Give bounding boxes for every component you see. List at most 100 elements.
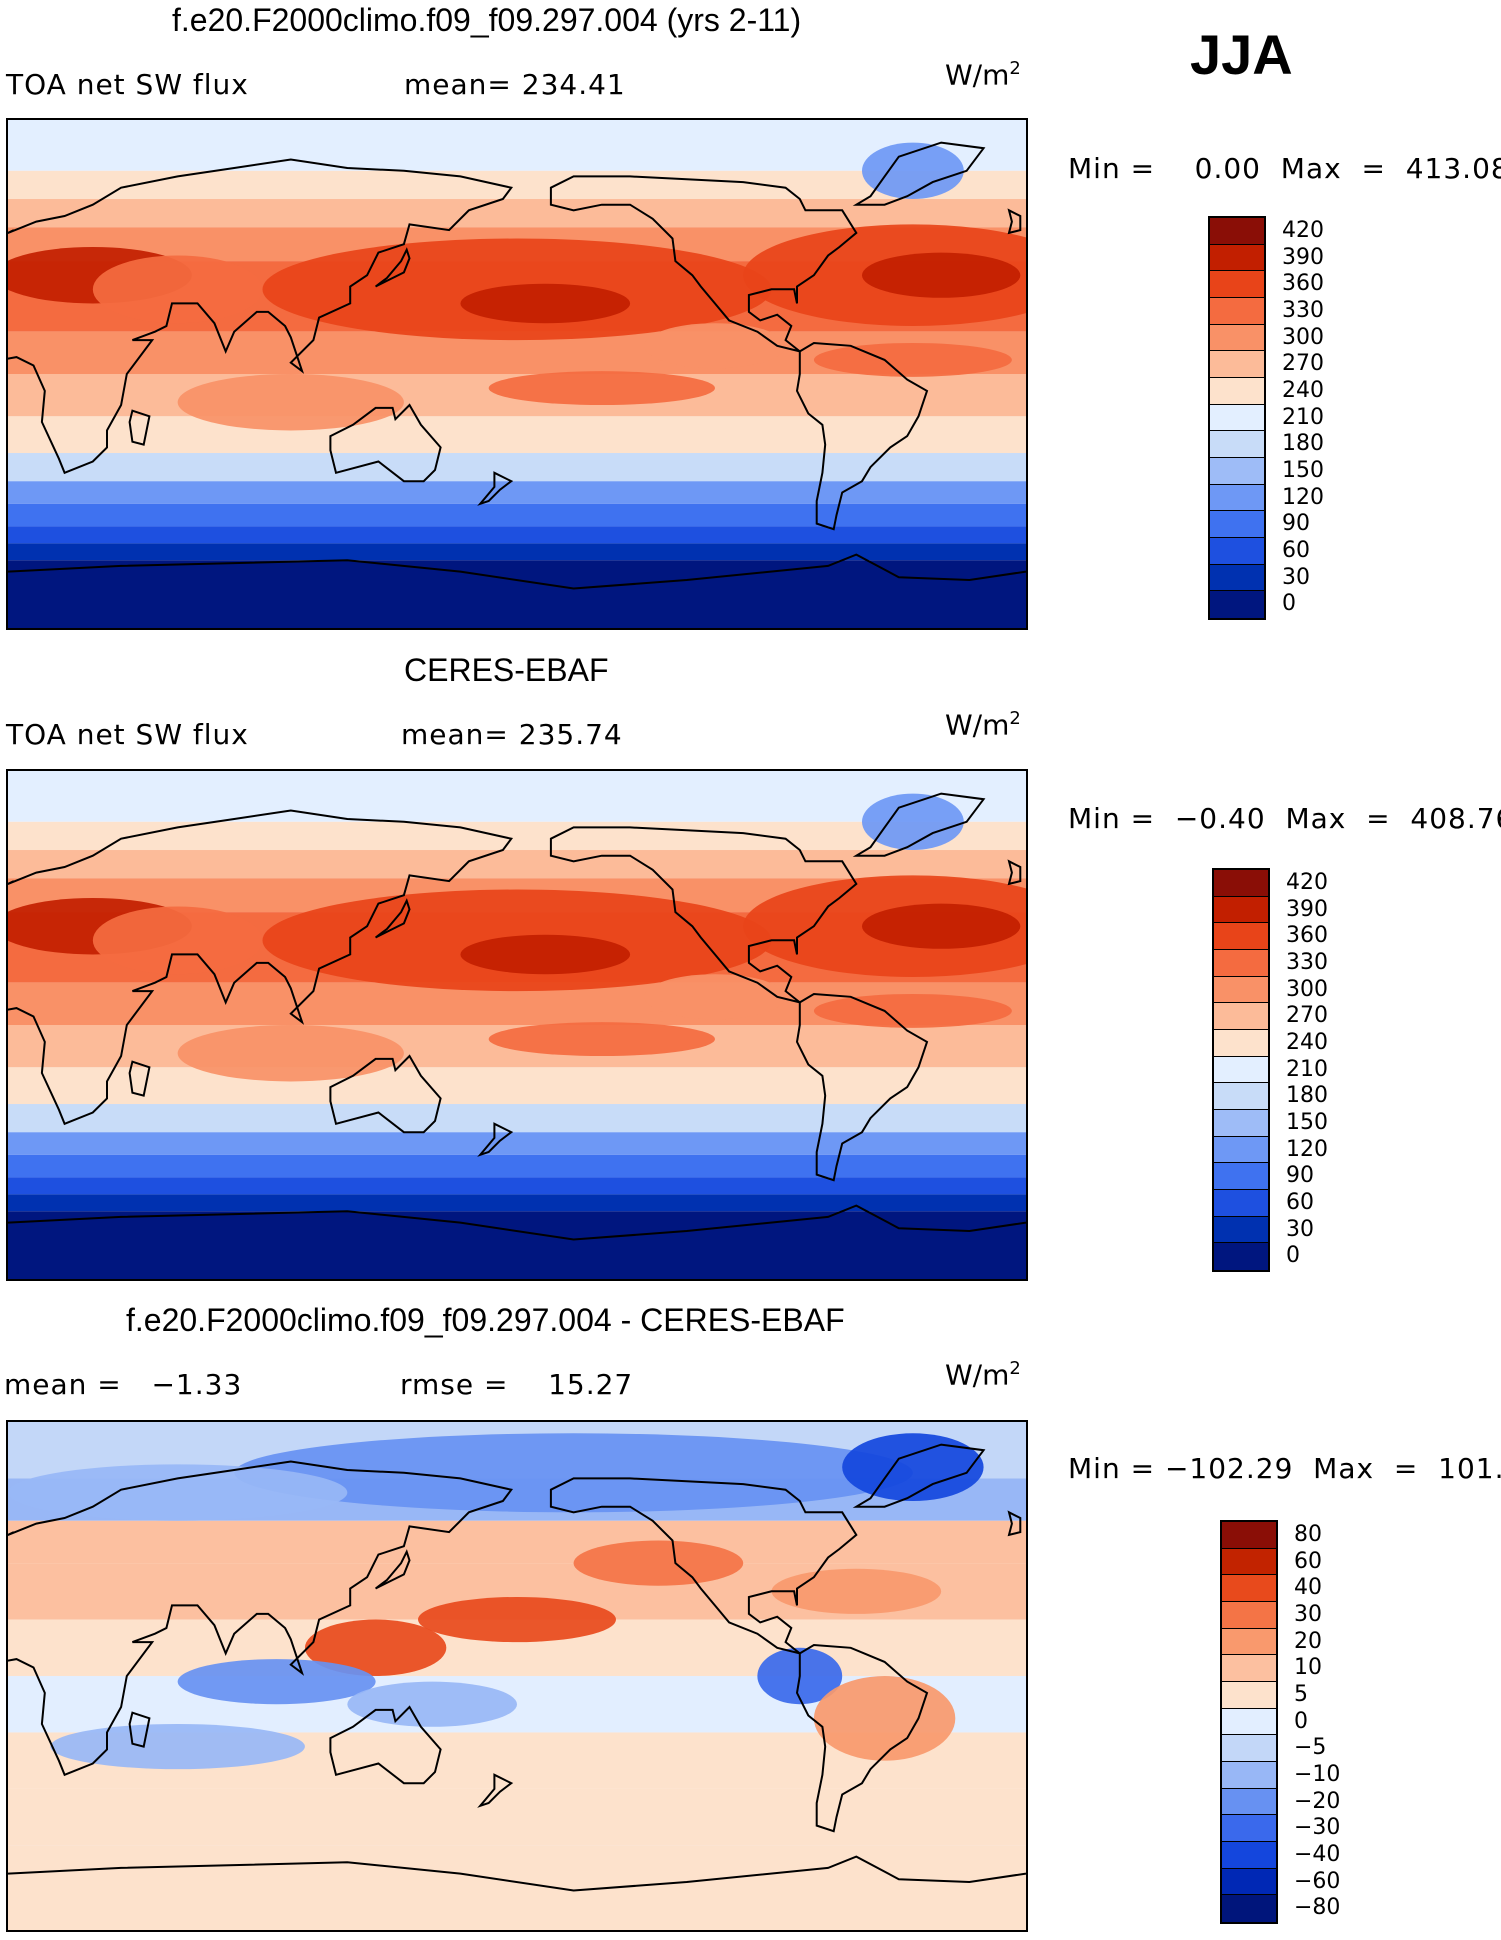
colorbar-segment [1210,538,1264,565]
colorbar-tick-label: 150 [1286,1110,1328,1135]
field-anomaly [92,255,263,324]
coastline [852,1443,986,1508]
colorbar-tick-label: 5 [1294,1682,1308,1707]
coastline [329,403,442,483]
colorbar-tick-label: 390 [1286,896,1328,922]
colorbar-tick-label: 330 [1282,298,1324,323]
field-band [8,1845,1026,1930]
field-anomaly [418,1596,616,1643]
field-band [8,1104,1026,1133]
colorbar-segment [1214,1163,1268,1190]
colorbar-tick-label: −80 [1294,1895,1341,1921]
panel2-units: W/m2 [945,708,1021,742]
colorbar-segment [1214,1136,1268,1164]
field-anomaly [234,1433,913,1513]
colorbar-tick-label: 420 [1286,870,1328,895]
field-anomaly [644,974,786,1020]
coastline [374,1549,411,1590]
colorbar-segment [1214,1190,1268,1217]
panel3-mean: mean = −1.33 [4,1368,243,1401]
field-band [8,1194,1026,1212]
field-band [8,1132,1026,1155]
colorbar-tick-label: −10 [1294,1762,1341,1787]
field-anomaly [861,252,1021,298]
colorbar-segment [1214,1216,1268,1244]
panel2-map-svg [8,771,1026,1279]
colorbar-segment [1210,351,1264,378]
colorbar-tick-label: 0 [1282,591,1296,617]
colorbar-segment [1210,378,1264,405]
field-anomaly [8,1464,348,1521]
colorbar-tick-label: −5 [1294,1735,1327,1761]
colorbar-segment [1222,1522,1276,1549]
field-band [8,503,1026,527]
coastline [8,1204,1026,1241]
coastline [128,1711,151,1748]
coastline [549,826,858,1004]
panel3-map [6,1420,1028,1932]
field-band [8,560,1026,628]
field-band [8,543,1026,561]
field-band [8,1177,1026,1195]
field-band [8,453,1026,482]
field-anomaly [842,1433,984,1502]
colorbar-tick-label: 180 [1286,1083,1328,1109]
colorbar-segment [1222,1842,1276,1869]
colorbar-segment [1214,950,1268,977]
panel2-mean: mean= 235.74 [401,718,623,751]
field-anomaly [177,1025,404,1082]
field-anomaly [813,1676,956,1761]
field-anomaly [813,993,1012,1028]
coastline [477,1122,514,1157]
field-anomaly [460,283,631,324]
field-anomaly [813,342,1012,377]
colorbar-tick-label: 60 [1282,538,1310,563]
colorbar-tick-label: 180 [1282,431,1324,457]
colorbar-tick-label: 270 [1286,1003,1328,1029]
colorbar-segment [1210,511,1264,538]
colorbar-segment [1214,870,1268,897]
field-band [8,850,1026,879]
colorbar-tick-label: 90 [1286,1163,1314,1189]
field-anomaly [50,1723,305,1770]
colorbar-tick-label: 80 [1294,1522,1322,1547]
colorbar-segment [1210,484,1264,512]
colorbar-segment [1214,1243,1268,1270]
coastline [8,1855,1026,1892]
colorbar-tick-label: 120 [1282,484,1324,510]
colorbar-segment [1214,1030,1268,1057]
field-anomaly [92,906,263,975]
field-band [8,1067,1026,1105]
panel1-map [6,118,1028,630]
field-band [8,1154,1026,1178]
colorbar-tick-label: 240 [1286,1030,1328,1055]
coastline [8,1460,514,1777]
coastline [795,992,929,1182]
colorbar-tick-label: 60 [1286,1190,1314,1215]
field-band [8,526,1026,544]
colorbar-tick-label: 300 [1282,324,1324,350]
colorbar-segment [1214,923,1268,950]
field-anomaly [460,934,631,975]
coastline [1007,859,1022,886]
coastline [329,1054,442,1134]
colorbar-segment [1214,976,1268,1004]
coastline [8,553,1026,590]
coastline [128,1060,151,1097]
colorbar-segment [1210,591,1264,618]
field-anomaly [488,371,715,406]
field-anomaly [304,1619,447,1676]
colorbar-segment [1210,431,1264,458]
colorbar-segment [1222,1895,1276,1922]
colorbar-segment [1214,1056,1268,1084]
colorbar-segment [1210,564,1264,592]
colorbar-tick-label: 270 [1282,351,1324,377]
colorbar-segment [1210,244,1264,272]
colorbar-tick-label: 150 [1282,458,1324,483]
colorbar-tick-label: 390 [1282,244,1324,270]
colorbar-tick-label: 0 [1286,1243,1300,1269]
colorbar-segment [1210,271,1264,298]
colorbar-tick-label: 30 [1294,1602,1322,1627]
field-anomaly [861,793,964,851]
field-band [8,1520,1026,1564]
